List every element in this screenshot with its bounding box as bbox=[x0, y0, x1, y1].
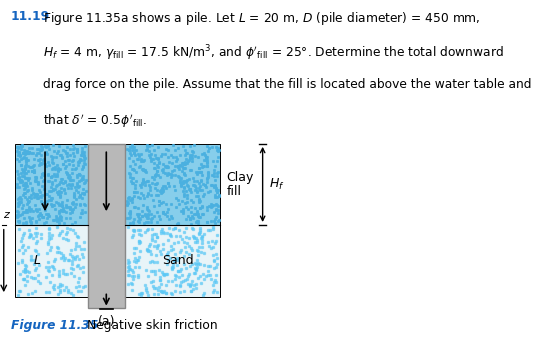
Text: that $\delta'$ = 0.5$\phi'_{\rm fill}$.: that $\delta'$ = 0.5$\phi'_{\rm fill}$. bbox=[43, 112, 147, 130]
Bar bbox=[125, 225, 220, 297]
Text: z: z bbox=[3, 209, 9, 219]
Bar bbox=[125, 144, 220, 225]
Text: 11.19: 11.19 bbox=[11, 10, 50, 22]
Text: Negative skin friction: Negative skin friction bbox=[87, 319, 218, 333]
Text: Figure 11.35: Figure 11.35 bbox=[11, 319, 98, 333]
Text: $H_f$: $H_f$ bbox=[269, 177, 285, 192]
Bar bbox=[15, 225, 87, 297]
Text: fill: fill bbox=[226, 185, 241, 198]
Bar bbox=[15, 144, 87, 225]
Text: drag force on the pile. Assume that the fill is located above the water table an: drag force on the pile. Assume that the … bbox=[43, 78, 532, 91]
Text: $H_f$ = 4 m, $\gamma_{\rm fill}$ = 17.5 kN/m$^3$, and $\phi'_{\rm fill}$ = 25°. : $H_f$ = 4 m, $\gamma_{\rm fill}$ = 17.5 … bbox=[43, 44, 504, 63]
Text: (a): (a) bbox=[98, 315, 115, 328]
Text: Figure 11.35a shows a pile. Let $L$ = 20 m, $D$ (pile diameter) = 450 mm,: Figure 11.35a shows a pile. Let $L$ = 20… bbox=[43, 10, 481, 27]
Text: Clay: Clay bbox=[226, 171, 254, 184]
Text: Sand: Sand bbox=[162, 254, 194, 267]
Bar bbox=[87, 144, 125, 308]
Text: $L$: $L$ bbox=[33, 254, 42, 267]
